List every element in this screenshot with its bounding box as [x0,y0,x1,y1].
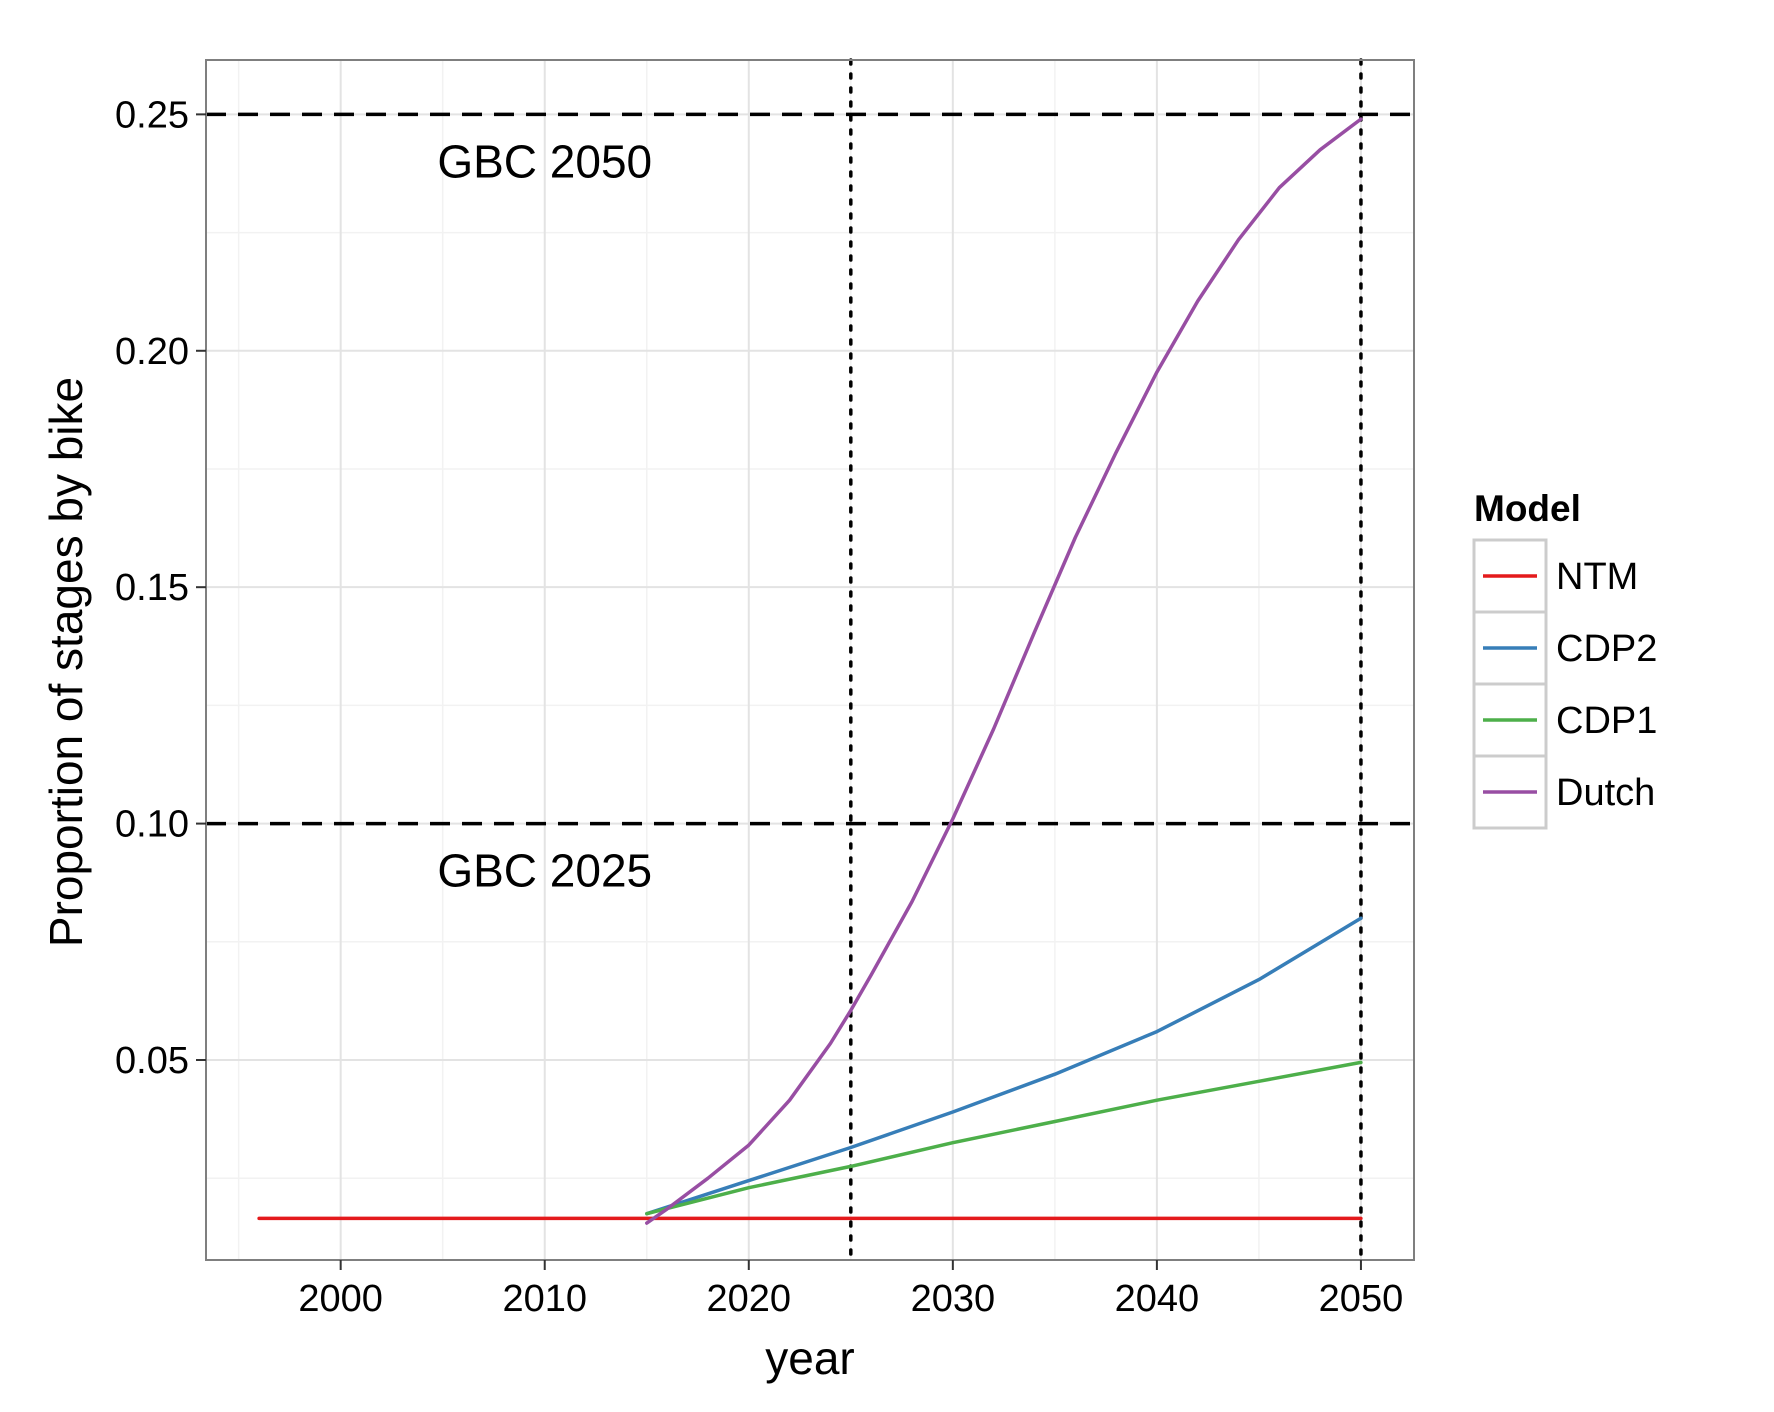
reference-line-label: GBC 2050 [437,135,652,187]
legend-item-dutch: Dutch [1472,754,1655,830]
legend-label: Dutch [1556,772,1655,814]
legend-items: NTM CDP2 CDP1 Dutch [1472,538,1657,830]
legend-label: CDP1 [1556,700,1657,742]
y-tick-label: 0.15 [115,567,189,609]
x-tick-label: 2050 [1319,1278,1404,1320]
x-tick-label: 2010 [502,1278,587,1320]
y-tick-label: 0.05 [115,1040,189,1082]
legend-item-cdp2: CDP2 [1472,610,1657,686]
legend-item-cdp1: CDP1 [1472,682,1657,758]
legend-label: NTM [1556,556,1638,598]
series-lines [257,117,1363,1225]
legend: Model NTM CDP2 CDP1 Dutch [1472,488,1657,830]
series-line-cdp2 [645,916,1363,1216]
x-axis-title: year [765,1332,854,1384]
y-tick-label: 0.10 [115,804,189,846]
legend-label: CDP2 [1556,628,1657,670]
x-tick-label: 2030 [911,1278,996,1320]
series-line-dutch [645,117,1363,1225]
reference-lines: GBC 2050 GBC 2025 [206,58,1414,1262]
plot-panel-border [205,59,1415,1261]
series-line-cdp1 [645,1060,1363,1216]
y-tick-label: 0.25 [115,94,189,136]
reference-line-label: GBC 2025 [437,845,652,897]
legend-title: Model [1474,488,1581,529]
x-tick-label: 2020 [707,1278,792,1320]
y-tick-label: 0.20 [115,331,189,373]
x-tick-label: 2000 [298,1278,383,1320]
gridlines [206,60,1414,1260]
y-axis: 0.05 0.10 0.15 0.20 0.25 [115,94,206,1082]
x-axis: 2000 2010 2020 2030 2040 2050 [298,1260,1403,1320]
legend-item-ntm: NTM [1472,538,1638,614]
y-axis-title: Proportion of stages by bike [40,377,92,947]
x-tick-label: 2040 [1115,1278,1200,1320]
